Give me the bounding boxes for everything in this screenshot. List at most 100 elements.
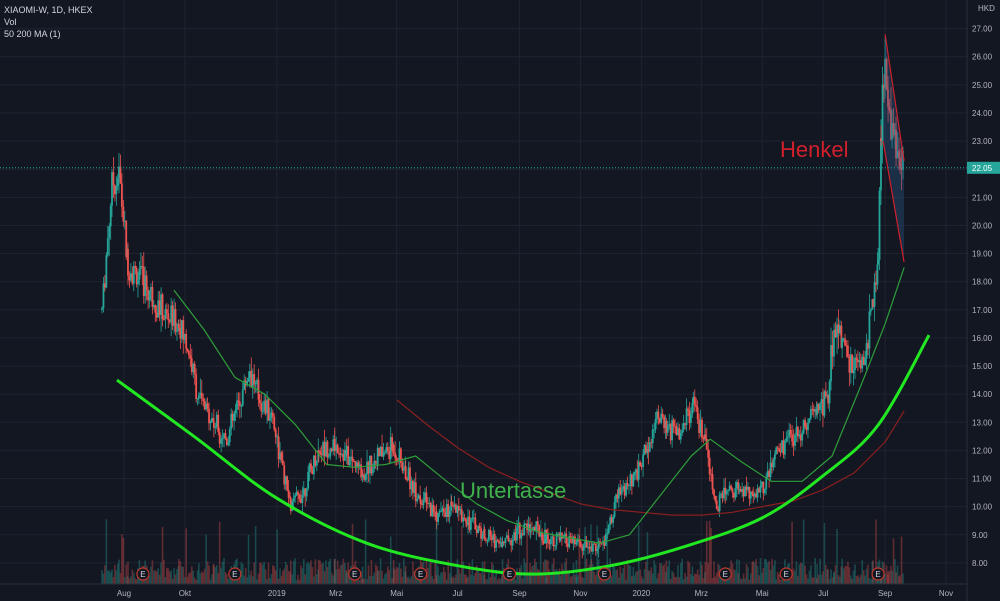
volume-bar: [276, 529, 278, 584]
candle-body: [206, 403, 209, 409]
candle-body: [338, 453, 340, 455]
volume-bar: [894, 559, 896, 584]
candle-body: [199, 392, 202, 396]
candle-body: [437, 513, 439, 522]
candle-body: [406, 479, 408, 481]
candle-body: [623, 486, 626, 496]
volume-bar: [663, 563, 665, 584]
volume-bar: [445, 579, 448, 584]
volume-bar: [249, 575, 251, 584]
earnings-marker-circle: [718, 567, 732, 581]
candle-body: [304, 488, 307, 497]
candle-body: [112, 172, 115, 186]
volume-bar: [363, 578, 365, 584]
candle-body: [809, 408, 812, 419]
candle-body: [311, 469, 314, 475]
candle-body: [335, 444, 338, 452]
volume-bar: [681, 558, 684, 584]
candle-body: [483, 529, 486, 540]
candle-body: [493, 533, 496, 548]
candle-body: [347, 446, 350, 466]
candle-body: [422, 499, 425, 505]
candle-body: [410, 480, 413, 490]
volume-bar: [108, 570, 111, 584]
volume-bar: [404, 571, 407, 584]
candle-body: [535, 521, 538, 532]
earnings-marker-circle: [502, 567, 517, 581]
earnings-marker-label: E: [875, 570, 880, 579]
candle-body: [772, 459, 775, 468]
candle-body: [656, 411, 658, 420]
volume-bar: [167, 568, 170, 584]
candle-body: [783, 441, 786, 455]
handle-lower-line: [882, 140, 905, 263]
volume-bar: [490, 562, 493, 584]
volume-bar: [452, 576, 454, 584]
candle-body: [163, 318, 165, 320]
volume-bar: [779, 579, 782, 584]
volume-bar: [823, 523, 826, 584]
candle-body: [190, 358, 193, 372]
volume-bar: [631, 576, 633, 584]
volume-bar: [441, 572, 444, 584]
volume-bar: [122, 538, 125, 584]
volume-bar: [795, 561, 798, 584]
y-tick-label: 16.00: [972, 334, 993, 343]
candle-body: [758, 488, 760, 493]
volume-bar: [384, 574, 386, 584]
volume-bar: [639, 569, 641, 584]
candle-body: [596, 548, 599, 552]
candle-body: [442, 508, 445, 513]
candle-body: [717, 509, 720, 512]
volume-bar: [150, 566, 152, 584]
volume-bar: [455, 574, 457, 584]
candle-body: [251, 374, 254, 387]
candle-body: [837, 324, 840, 334]
earnings-marker-label: E: [352, 570, 357, 579]
earnings-marker-label: E: [784, 570, 789, 579]
candle-body: [411, 480, 414, 493]
volume-bar: [702, 578, 705, 584]
volume-bar: [348, 577, 351, 584]
volume-bar: [450, 526, 452, 584]
candle-body: [478, 526, 481, 529]
candle-body: [612, 516, 615, 523]
candle-body: [610, 517, 613, 523]
volume-bar: [571, 575, 573, 584]
candle-body: [188, 351, 190, 356]
candle-body: [364, 474, 367, 480]
volume-bar: [243, 575, 245, 584]
volume-bar: [695, 573, 698, 584]
volume-bar: [339, 565, 342, 584]
candle-body: [171, 305, 174, 326]
candle-body: [862, 356, 865, 365]
volume-bar: [860, 574, 862, 584]
volume-bar: [329, 558, 332, 584]
volume-bar: [341, 564, 343, 584]
candle-body: [508, 540, 511, 542]
candle-body: [584, 540, 587, 545]
candle-body: [588, 547, 591, 549]
volume-bar: [335, 569, 337, 584]
volume-bar: [125, 564, 128, 584]
candle-body: [572, 536, 575, 544]
volume-bar: [592, 564, 594, 584]
candle-body: [814, 408, 817, 412]
x-tick-label: Sep: [878, 589, 893, 598]
candle-body: [900, 168, 903, 170]
volume-bar: [867, 564, 869, 584]
volume-bar: [669, 578, 672, 584]
candle-body: [693, 396, 696, 406]
volume-bar: [253, 562, 255, 584]
volume-bar: [131, 569, 134, 584]
volume-bar: [395, 567, 398, 584]
candle-body: [817, 403, 820, 411]
candle-body: [424, 492, 426, 500]
candle-body: [361, 474, 364, 478]
volume-bar: [176, 569, 178, 584]
candle-body: [358, 464, 361, 468]
volume-bar: [443, 567, 445, 584]
candle-body: [541, 533, 543, 541]
candle-body: [295, 491, 298, 496]
